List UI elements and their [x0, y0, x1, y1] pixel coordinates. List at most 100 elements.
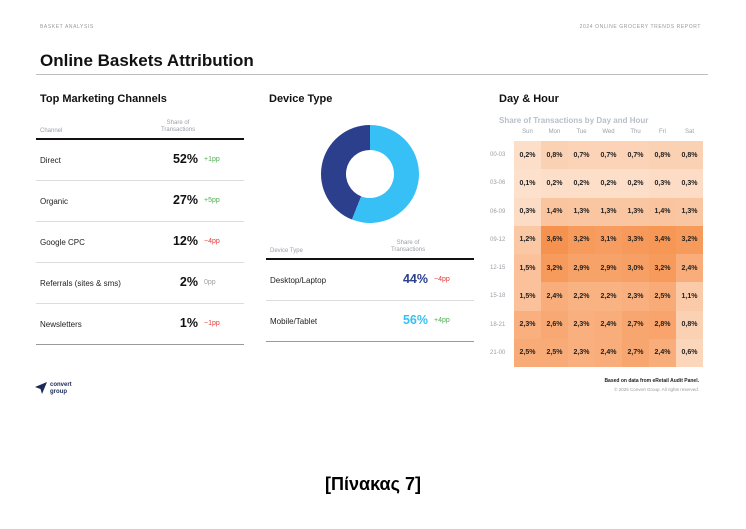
day-label: Fri: [659, 129, 666, 135]
heatmap-cell: 1,4%: [541, 197, 568, 226]
heatmap-grid: 0,2% 0,8% 0,7% 0,7% 0,7% 0,8% 0,8% 0,1% 0,2% 0,2%…: [514, 141, 703, 367]
channels-table-header: Channel Share of Transactions: [36, 118, 244, 138]
heatmap-cell: 0,1%: [514, 169, 541, 198]
device-type-column-header: Device Type: [270, 248, 303, 254]
day-label: Mon: [548, 129, 561, 135]
channels-table: Channel Share of Transactions Direct 52% +…: [36, 118, 244, 345]
heatmap-subtitle: Share of Transactions by Day and Hour: [499, 116, 649, 125]
heatmap-cell: 3,1%: [595, 225, 622, 254]
hour-label: 21-00: [490, 349, 506, 356]
heatmap-cell: 2,7%: [622, 310, 649, 339]
heatmap-cell: 0,2%: [514, 141, 541, 170]
device-share: 44%: [402, 272, 428, 286]
device-share-column-header: Share of Transactions: [390, 240, 426, 253]
device-share: 56%: [402, 313, 428, 327]
logo-text-line1: convert: [50, 382, 72, 388]
heatmap-cell: 0,2%: [622, 169, 649, 198]
heatmap-cell: 0,8%: [676, 141, 703, 170]
heatmap-cell: 3,3%: [622, 225, 649, 254]
channel-share: 27%: [172, 193, 198, 207]
page-title: Online Baskets Attribution: [40, 51, 254, 70]
channel-row: Referrals (sites & sms) 2% 0pp: [36, 263, 244, 304]
heatmap-cell: 0,7%: [595, 141, 622, 170]
heatmap-cell: 0,7%: [622, 141, 649, 170]
heatmap-cell: 0,8%: [676, 310, 703, 339]
heatmap-cell: 1,1%: [676, 282, 703, 311]
hour-label: 12-15: [490, 265, 506, 271]
channel-change: +1pp: [204, 156, 220, 163]
heatmap-cell: 3,4%: [649, 225, 676, 254]
report-section-label: BASKET ANALYSIS: [40, 24, 94, 30]
heatmap-cell: 2,9%: [568, 254, 595, 283]
logo-arrow-icon: [35, 382, 47, 394]
heatmap-cell: 2,3%: [568, 310, 595, 339]
device-table-header: Device Type Share of Transactions: [266, 238, 474, 258]
channel-change: 0pp: [204, 279, 216, 286]
heatmap-cell: 0,2%: [568, 169, 595, 198]
channel-change: −4pp: [204, 238, 220, 245]
channel-share: 2%: [179, 275, 198, 289]
heatmap-cell: 2,4%: [541, 282, 568, 311]
channel-row: Google CPC 12% −4pp: [36, 222, 244, 263]
day-label: Thu: [630, 129, 641, 135]
donut-segment-desktop: [321, 125, 370, 220]
channels-title: Top Marketing Channels: [40, 93, 167, 105]
heatmap-cell: 2,3%: [568, 338, 595, 367]
device-change: −4pp: [434, 276, 450, 283]
heatmap-cell: 1,2%: [514, 225, 541, 254]
channel-change: −1pp: [204, 320, 220, 327]
channel-name: Referrals (sites & sms): [40, 279, 121, 288]
device-name: Mobile/Tablet: [270, 317, 318, 326]
table-header-rule: [36, 138, 244, 140]
heatmap-cell: 2,4%: [649, 338, 676, 367]
heatmap-cell: 0,3%: [649, 169, 676, 198]
channel-share: 1%: [179, 316, 198, 330]
heatmap-cell: 2,4%: [676, 254, 703, 283]
heatmap-cell: 1,3%: [568, 197, 595, 226]
channel-row: Direct 52% +1pp: [36, 140, 244, 181]
channel-share: 52%: [172, 152, 198, 166]
heatmap-cell: 0,3%: [514, 197, 541, 226]
channel-name: Direct: [40, 156, 61, 165]
heatmap-title: Day & Hour: [499, 93, 559, 105]
heatmap-hour-labels: 00-03 03-06 06-09 09-12 12-15 15-18 18-21 21-00: [490, 141, 514, 367]
heatmap-cell: 3,0%: [622, 254, 649, 283]
title-divider: [36, 74, 708, 75]
channel-column-header: Channel: [40, 128, 63, 134]
heatmap-cell: 2,9%: [595, 254, 622, 283]
heatmap-cell: 0,2%: [595, 169, 622, 198]
device-name: Desktop/Laptop: [270, 276, 327, 285]
hour-label: 09-12: [490, 236, 506, 243]
hour-label: 00-03: [490, 152, 506, 158]
heatmap-cell: 3,2%: [568, 225, 595, 254]
hour-label: 06-09: [490, 208, 506, 215]
heatmap-cell: 1,3%: [676, 197, 703, 226]
heatmap-cell: 1,3%: [622, 197, 649, 226]
device-title: Device Type: [269, 93, 333, 105]
heatmap-cell: 2,5%: [649, 282, 676, 311]
heatmap-cell: 0,3%: [676, 169, 703, 198]
heatmap-cell: 2,7%: [622, 338, 649, 367]
heatmap-cell: 2,3%: [622, 282, 649, 311]
heatmap-cell: 0,8%: [649, 141, 676, 170]
channel-share: 12%: [172, 234, 198, 248]
hour-label: 15-18: [490, 293, 506, 300]
heatmap-cell: 2,4%: [595, 338, 622, 367]
heatmap-cell: 1,5%: [514, 282, 541, 311]
heatmap-day-labels: Sun Mon Tue Wed Thu Fri Sat: [514, 129, 703, 137]
heatmap-cell: 1,5%: [514, 254, 541, 283]
heatmap-cell: 3,2%: [676, 225, 703, 254]
heatmap-cell: 1,3%: [595, 197, 622, 226]
heatmap-cell: 2,2%: [595, 282, 622, 311]
channel-name: Organic: [40, 197, 69, 206]
hour-label: 03-06: [490, 180, 506, 187]
convert-group-logo: convert group: [34, 381, 94, 399]
heatmap-cell: 3,2%: [649, 254, 676, 283]
heatmap-cell: 2,2%: [568, 282, 595, 311]
report-name-label: 2024 ONLINE GROCERY TRENDS REPORT: [579, 24, 701, 30]
device-donut-chart: [321, 125, 419, 223]
heatmap-cell: 2,5%: [514, 338, 541, 367]
device-row: Mobile/Tablet 56% +4pp: [266, 301, 474, 342]
channel-change: +5pp: [204, 197, 220, 204]
day-label: Wed: [602, 129, 615, 135]
